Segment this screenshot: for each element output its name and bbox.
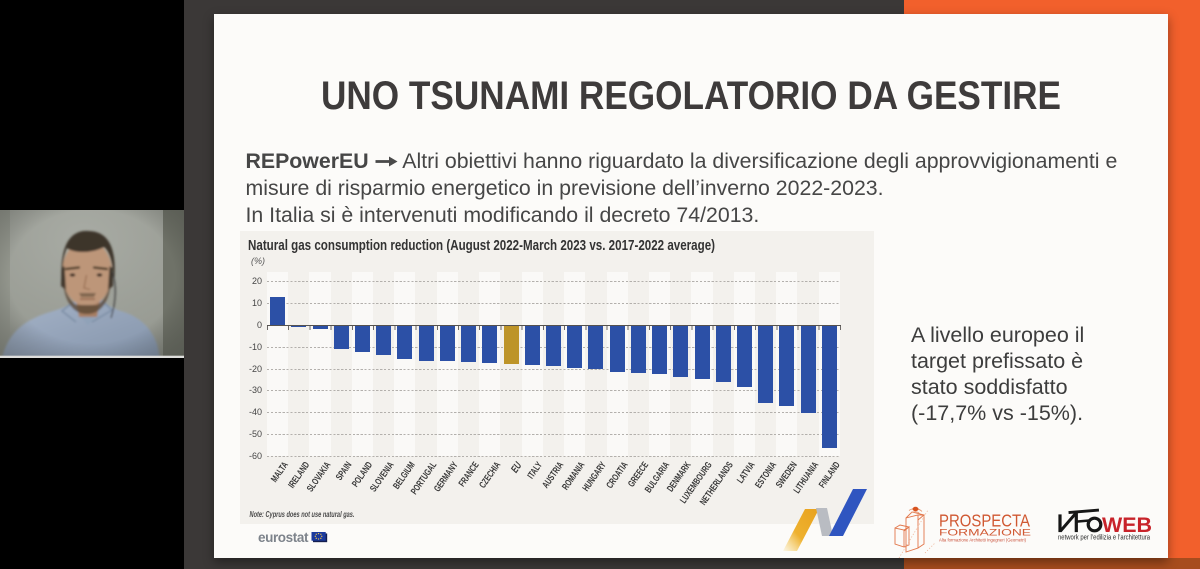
svg-text:FORMAZIONE: FORMAZIONE: [939, 528, 1031, 538]
svg-text:Natural gas consumption reduct: Natural gas consumption reduction (Augus…: [248, 237, 715, 254]
svg-text:Note: Cyprus does not use natu: Note: Cyprus does not use natural gas.: [250, 509, 355, 519]
svg-text:PROSPECTA: PROSPECTA: [939, 510, 1030, 530]
svg-text:UNO TSUNAMI REGOLATORIO DA GES: UNO TSUNAMI REGOLATORIO DA GESTIRE: [321, 74, 1061, 118]
svg-text:Alta formazione Architetti Ing: Alta formazione Architetti Ingegneri (Ge…: [939, 538, 1026, 543]
svg-text:WEB: WEB: [1102, 514, 1152, 537]
svg-text:network per l’edilizia e l’arc: network per l’edilizia e l’architettura: [1058, 535, 1150, 542]
